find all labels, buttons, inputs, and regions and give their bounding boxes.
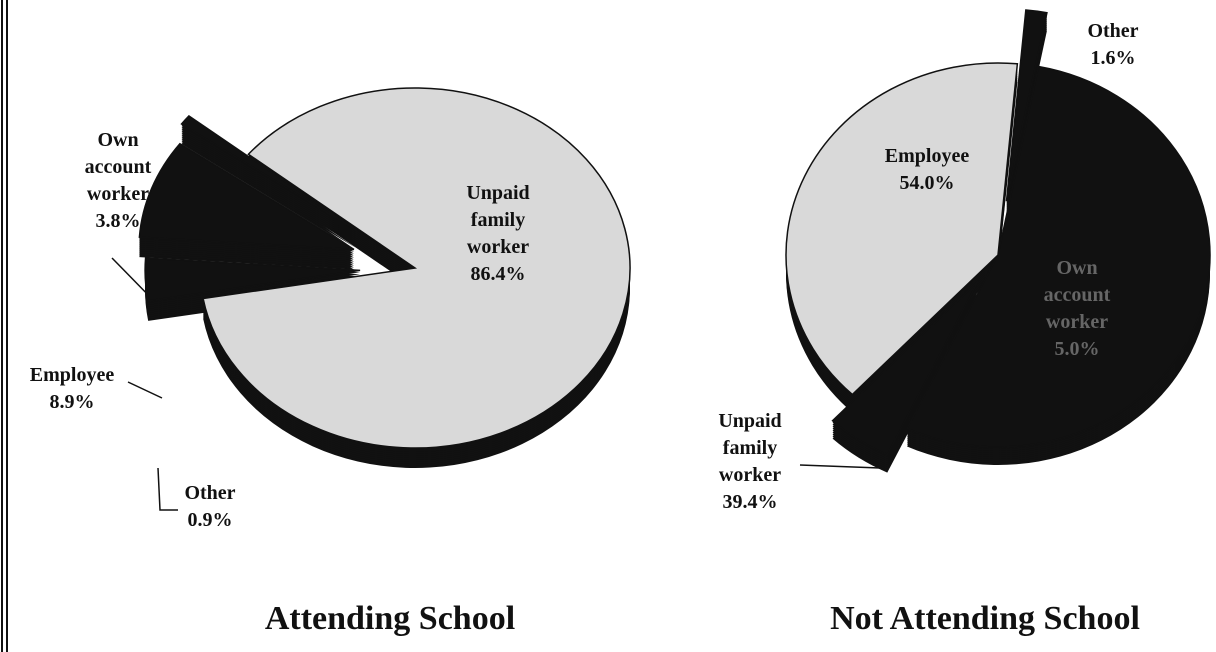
- slice-label: Unpaid family worker: [718, 410, 782, 486]
- slice-value-label: 3.8%: [95, 210, 141, 232]
- slice-label: Unpaid family worker: [466, 182, 530, 258]
- pie-slice: [138, 142, 355, 251]
- pie-slice: [906, 65, 1211, 448]
- pie-slice: [1005, 9, 1048, 202]
- leader-line: [799, 464, 881, 469]
- pie-slice: [144, 257, 361, 302]
- slice-value-label: 54.0%: [899, 172, 955, 194]
- leader-line: [127, 381, 163, 399]
- leader-line: [157, 467, 178, 511]
- pie-slice: [202, 87, 631, 449]
- pie-slice: [180, 114, 356, 231]
- slice-value-label: 1.6%: [1090, 47, 1136, 69]
- chart-title: Not Attending School: [830, 600, 1140, 637]
- slice-value-label: 39.4%: [722, 491, 778, 513]
- slice-value-label: 5.0%: [1054, 338, 1100, 360]
- slice-label: Other: [184, 482, 236, 504]
- slice-label: Own account worker: [1043, 257, 1111, 333]
- chart-title: Attending School: [264, 600, 516, 637]
- pie-slice: [785, 62, 1019, 396]
- slice-label: Employee: [884, 145, 970, 167]
- pie-slice: [831, 280, 979, 456]
- slice-value-label: 8.9%: [49, 391, 95, 413]
- slice-value-label: 86.4%: [470, 263, 526, 285]
- slice-value-label: 0.9%: [187, 509, 233, 531]
- slice-label: Employee: [29, 364, 115, 386]
- slice-label: Own account worker: [84, 129, 152, 205]
- slice-label: Other: [1087, 20, 1139, 42]
